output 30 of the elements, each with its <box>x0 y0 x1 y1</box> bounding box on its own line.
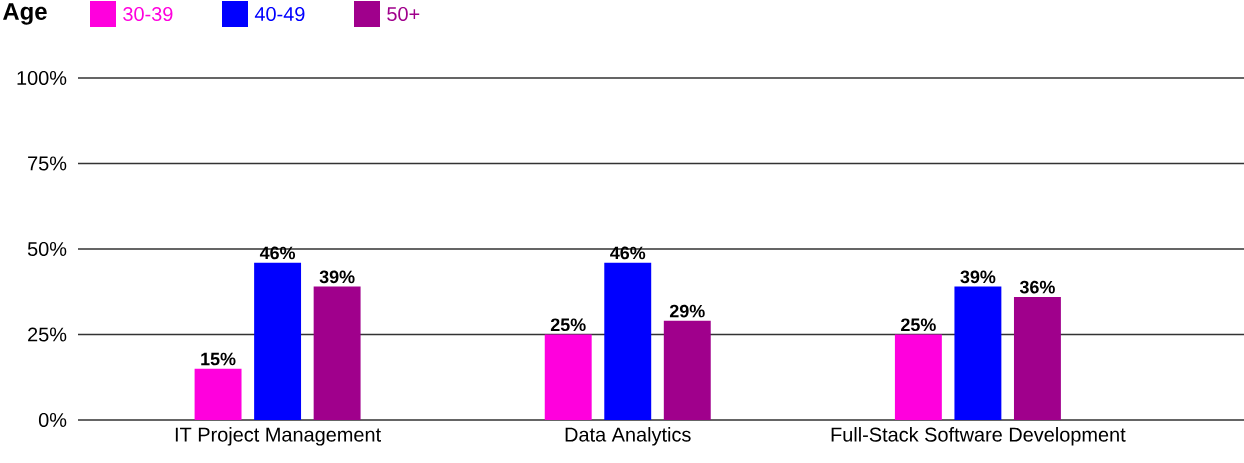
bar <box>1013 296 1061 420</box>
bar <box>313 286 361 420</box>
bar <box>954 286 1002 420</box>
data-label: 25% <box>901 318 936 332</box>
y-tick-label: 50% <box>27 241 67 257</box>
data-label: 25% <box>550 318 586 332</box>
data-label: 46% <box>259 246 296 260</box>
y-tick-label: 100% <box>17 70 67 86</box>
bar <box>663 320 711 420</box>
legend-label: 50+ <box>387 6 420 22</box>
x-tick-label: Data Analytics <box>565 427 691 446</box>
y-tick-label: 25% <box>28 327 67 342</box>
bar <box>544 334 592 420</box>
data-label: 39% <box>319 270 355 284</box>
data-label: 15% <box>201 352 236 366</box>
x-tick-label: IT Project Management <box>175 427 381 446</box>
bar <box>254 262 302 420</box>
data-label: 36% <box>1019 280 1055 294</box>
bar <box>604 262 652 420</box>
legend-title: Age <box>2 3 47 25</box>
bar <box>894 334 942 420</box>
y-tick-label: 0% <box>38 412 67 428</box>
legend-label: 40-49 <box>254 6 305 22</box>
data-label: 39% <box>960 270 996 284</box>
data-label: 46% <box>610 246 646 260</box>
legend-label: 30-39 <box>123 6 173 22</box>
data-label: 29% <box>669 304 705 318</box>
y-tick-label: 75% <box>28 156 67 171</box>
x-tick-label: Full-Stack Software Development <box>831 427 1126 446</box>
bar <box>194 368 242 420</box>
